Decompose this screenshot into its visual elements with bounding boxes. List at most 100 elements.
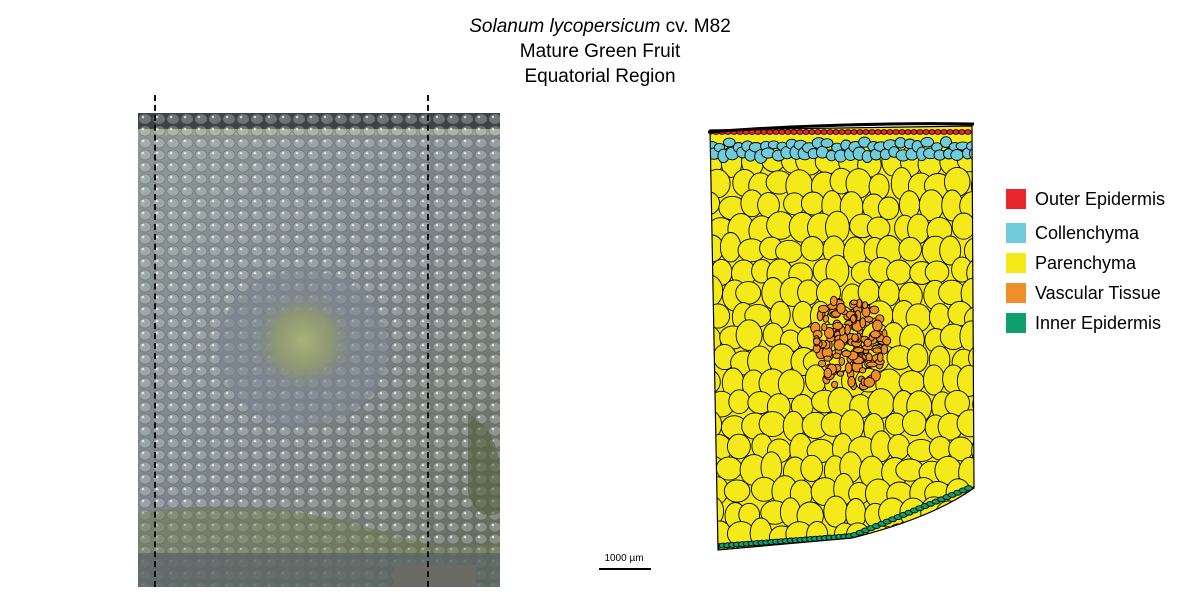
legend-swatch (1006, 313, 1026, 333)
tissue-cell (800, 236, 825, 262)
tissue-cell (831, 380, 839, 389)
tissue-cell (823, 495, 849, 528)
tissue-cell (882, 335, 892, 346)
tissue-cell (853, 347, 865, 354)
tissue-cell (866, 361, 878, 368)
tissue-cell (863, 376, 875, 388)
tissue-cell (754, 129, 762, 135)
tissue-cell (904, 129, 912, 135)
tissue-cell (858, 367, 867, 374)
legend-label: Vascular Tissue (1035, 283, 1161, 303)
legend-swatch (1006, 223, 1026, 243)
tissue-cell (784, 129, 792, 135)
scale-bar: 1000 µm (596, 553, 652, 570)
tissue-cell (887, 433, 911, 461)
figure-title: Solanum lycopersicum cv. M82 Mature Gree… (0, 14, 1200, 89)
tissue-cell (757, 192, 780, 219)
tissue-cell (880, 129, 888, 135)
tissue-cell (872, 319, 883, 332)
legend-item-outer-epidermis: Outer Epidermis (1006, 188, 1196, 210)
tissue-cell (876, 352, 884, 363)
tissue-cell (766, 129, 774, 135)
tissue-cell (710, 303, 731, 329)
tissue-cell (829, 295, 838, 307)
tissue-cell (832, 352, 841, 359)
tissue-cell (880, 344, 889, 355)
tissue-cell (970, 170, 974, 202)
tissue-cell (922, 129, 930, 135)
tissue-cell (820, 138, 834, 148)
tissue-segmentation-diagram (707, 122, 975, 551)
tissue-cell (735, 319, 763, 351)
tissue-cell (870, 330, 881, 339)
tissue-cell (924, 260, 950, 284)
tissue-cell (898, 236, 922, 262)
tissue-cell (817, 359, 827, 368)
legend-label: Outer Epidermis (1035, 189, 1166, 209)
tissue-cell (964, 129, 972, 135)
tissue-cell (973, 216, 974, 241)
tissue-cell (836, 302, 846, 314)
tissue-cell (908, 525, 937, 550)
tissue-cell (963, 237, 974, 264)
tissue-cell (715, 456, 743, 481)
tissue-cell (823, 355, 832, 362)
legend-swatch (1006, 253, 1026, 273)
tissue-cell (832, 129, 840, 135)
legend-label: Inner Epidermis (1035, 313, 1162, 333)
scale-bar-line (599, 568, 651, 570)
tissue-cell (832, 321, 844, 330)
tissue-cell (710, 168, 731, 199)
tissue-cell (959, 320, 974, 353)
tissue-cell (862, 129, 870, 135)
tissue-cell (850, 129, 858, 135)
tissue-cell (863, 338, 872, 348)
tissue-cell (928, 129, 936, 135)
scale-bar-label: 1000 µm (604, 553, 644, 564)
tissue-cell (772, 129, 780, 135)
tissue-cell (728, 389, 751, 415)
tissue-cell (847, 375, 856, 388)
tissue-cell (972, 479, 974, 504)
tissue-cell (820, 129, 828, 135)
tissue-cell (886, 129, 894, 135)
tissue-cell (968, 343, 974, 373)
species-name: Solanum lycopersicum (469, 16, 661, 37)
tissue-cell (792, 300, 814, 329)
tissue-cell (877, 196, 900, 221)
tissue-cell (806, 520, 829, 550)
tissue-cell (833, 339, 845, 351)
tissue-cell (859, 317, 866, 329)
tissue-cell (946, 129, 954, 135)
tissue-cell (939, 235, 962, 266)
tissue-cell (778, 129, 786, 135)
tissue-cell (972, 392, 974, 417)
tissue-cell (838, 356, 846, 366)
tissue-cell (927, 520, 957, 549)
tissue-cell (901, 410, 927, 437)
tissue-cell (885, 523, 912, 550)
tissue-cell (970, 523, 974, 550)
tissue-cell (808, 129, 816, 135)
title-line-species: Solanum lycopersicum cv. M82 (0, 14, 1200, 39)
tissue-cell (868, 129, 876, 135)
tissue-cell (850, 314, 857, 323)
tissue-cell (872, 347, 882, 354)
tissue-cell (910, 129, 918, 135)
tissue-cell (870, 369, 881, 382)
tissue-cell (969, 146, 974, 162)
tissue-cell (802, 129, 810, 135)
tissue-cell (800, 191, 826, 216)
tissue-cell (940, 129, 948, 135)
dashed-guide-right (427, 95, 429, 587)
tissue-cell (814, 129, 822, 135)
tissue-cell (920, 136, 935, 148)
legend-item-collenchyma: Collenchyma (1006, 222, 1196, 244)
legend-item-inner-epidermis: Inner Epidermis (1006, 312, 1196, 334)
tissue-cell (951, 520, 974, 550)
tissue-cell (823, 367, 833, 379)
title-line-stage: Mature Green Fruit (519, 41, 681, 62)
tissue-cell (710, 369, 721, 394)
tissue-cell (844, 362, 853, 374)
tissue-cell (851, 333, 859, 342)
